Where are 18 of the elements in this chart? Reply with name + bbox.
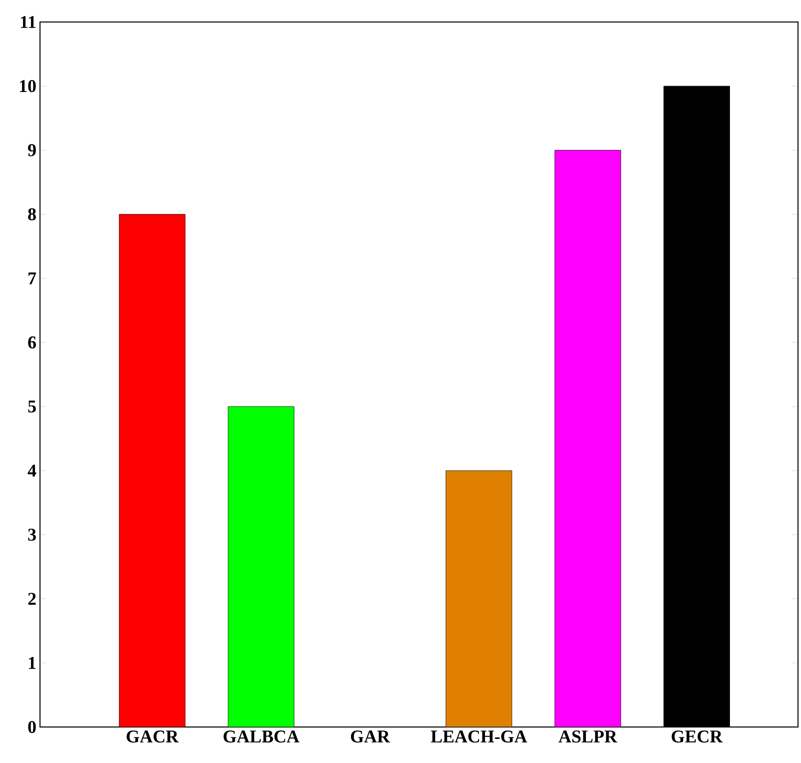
y-tick-label: 11 (20, 16, 36, 28)
x-tick-label: GAR (350, 730, 390, 743)
x-tick-label: ASLPR (558, 730, 618, 743)
x-tick-label: LEACH-GA (430, 730, 528, 743)
x-tick-label: GECR (672, 730, 723, 743)
y-tick-label: 10 (20, 80, 36, 92)
x-tick-label: GACR (126, 730, 179, 743)
y-tick-label: 0 (28, 720, 36, 734)
y-tick-label: 5 (28, 400, 36, 412)
y-tick-label: 8 (28, 208, 36, 220)
y-tick-label: 9 (28, 144, 36, 156)
y-tick-label: 4 (28, 464, 36, 477)
y-tick-label: 2 (28, 592, 36, 605)
y-tick-label: 6 (28, 336, 36, 348)
x-tick-label: GALBCA (224, 730, 300, 743)
y-tick-label: 1 (28, 656, 36, 669)
y-tick-label: 7 (28, 272, 36, 284)
y-tick-label: 3 (28, 528, 36, 541)
